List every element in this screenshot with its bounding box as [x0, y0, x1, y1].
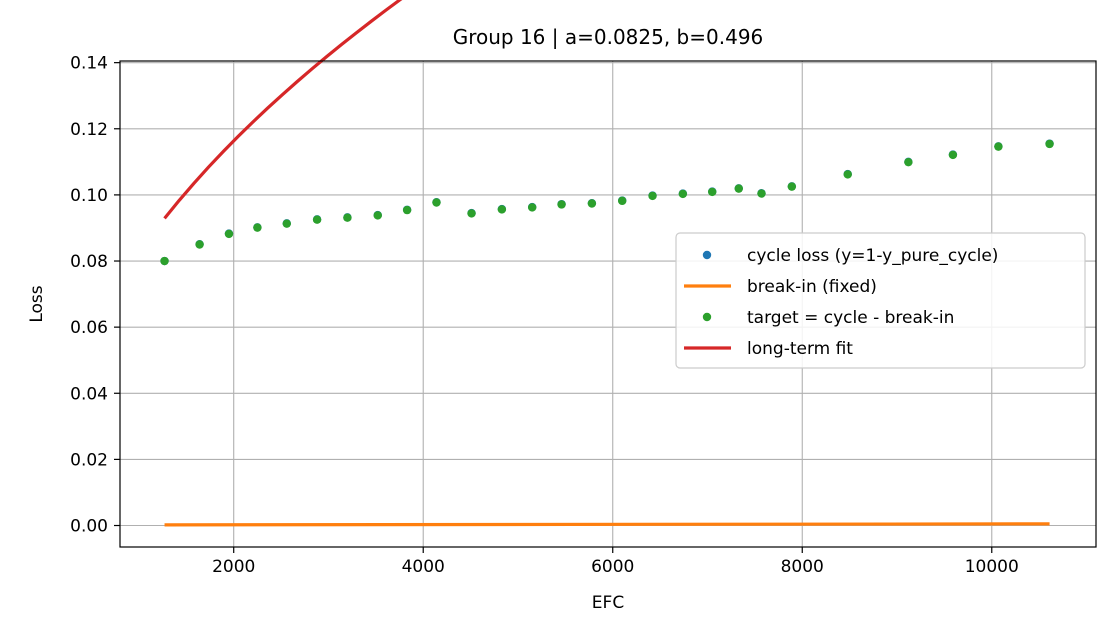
- legend-marker-cycle-loss-y-1-y-pure-cycle: [702, 250, 712, 260]
- legend-label-long-term-fit: long-term fit: [747, 339, 853, 359]
- x-tick-label: 2000: [212, 557, 255, 577]
- legend-label-target-cycle-break-in: target = cycle - break-in: [747, 308, 954, 328]
- x-tick-label: 10000: [965, 557, 1019, 577]
- target-cycle-break-in-point: [708, 187, 717, 197]
- target-cycle-break-in-point: [253, 223, 262, 232]
- chart-title: Group 16 | a=0.0825, b=0.496: [453, 25, 764, 49]
- target-cycle-break-in-point: [402, 205, 412, 215]
- target-cycle-break-in-point: [195, 240, 204, 249]
- y-tick-label: 0.12: [70, 120, 108, 140]
- legend-box: [675, 232, 1086, 369]
- plot-frame: [119, 60, 1097, 548]
- target-cycle-break-in-point: [757, 189, 766, 198]
- target-cycle-break-in-point: [282, 219, 291, 228]
- target-cycle-break-in-point: [312, 215, 322, 224]
- x-tick-label: 4000: [402, 557, 445, 577]
- y-axis-label: Loss: [27, 285, 47, 322]
- target-cycle-break-in-point: [648, 191, 657, 201]
- legend: cycle loss (y=1-y_pure_cycle) break-in (f…: [675, 232, 1086, 369]
- x-axis-label: EFC: [592, 593, 624, 613]
- target-cycle-break-in-point: [160, 256, 169, 266]
- legend-label-cycle-loss-y-1-y-pure-cycle: cycle loss (y=1-y_pure_cycle): [747, 246, 998, 266]
- target-cycle-break-in-point: [734, 184, 743, 193]
- axis-ticks: 2000 4000 6000 8000 10000 0.00 0.02 0.04 0.06 0.0…: [70, 54, 1019, 577]
- target-cycle-break-in-point: [678, 189, 688, 199]
- x-tick-label: 6000: [591, 557, 634, 577]
- target-cycle-break-in-point: [432, 198, 441, 207]
- y-tick-label: 0.06: [70, 318, 108, 338]
- y-tick-label: 0.00: [70, 517, 108, 537]
- x-tick-label: 8000: [781, 557, 824, 577]
- legend-label-break-in-fixed: break-in (fixed): [747, 277, 877, 297]
- y-tick-label: 0.02: [70, 450, 108, 470]
- y-tick-label: 0.08: [70, 252, 108, 272]
- target-cycle-break-in-point: [224, 229, 234, 239]
- long-term-fit-line: [163, 0, 403, 220]
- plot-series: [160, 0, 1054, 527]
- target-cycle-break-in-point: [557, 200, 566, 209]
- y-tick-label: 0.14: [70, 54, 108, 74]
- target-cycle-break-in-point: [527, 203, 537, 212]
- legend-marker-target-cycle-break-in: [702, 312, 712, 322]
- target-cycle-break-in-point: [618, 196, 627, 206]
- target-cycle-break-in-point: [1045, 139, 1054, 149]
- target-cycle-break-in-point: [497, 205, 507, 214]
- target-cycle-break-in-point: [343, 213, 352, 222]
- target-cycle-break-in-point: [904, 157, 913, 167]
- break-in-fixed-line: [164, 522, 1050, 527]
- y-tick-label: 0.10: [70, 186, 108, 206]
- target-cycle-break-in-point: [373, 211, 382, 220]
- target-cycle-break-in-point: [467, 209, 476, 218]
- target-cycle-break-in-point: [587, 199, 597, 208]
- target-cycle-break-in-point: [787, 182, 797, 191]
- target-cycle-break-in-point: [994, 142, 1003, 151]
- y-tick-label: 0.04: [70, 384, 108, 404]
- target-cycle-break-in-point: [843, 170, 852, 179]
- target-cycle-break-in-point: [948, 150, 958, 160]
